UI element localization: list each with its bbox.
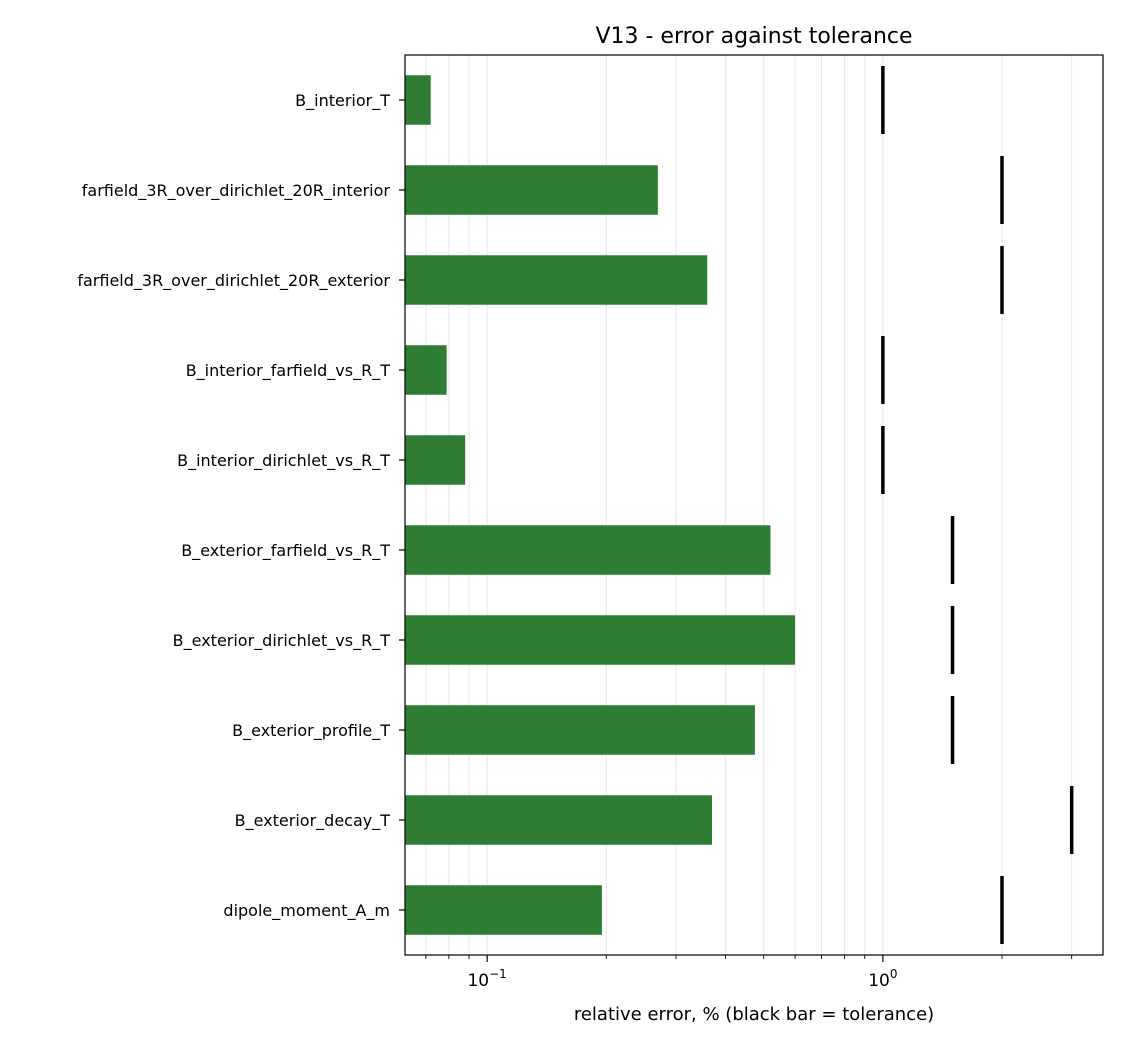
y-axis: B_interior_T farfield_3R_over_dirichlet_2… [77,91,405,921]
y-tick-label-B_exterior_dirichlet_vs_R_T: B_exterior_dirichlet_vs_R_T [173,631,391,651]
y-tick-label-B_exterior_farfield_vs_R_T: B_exterior_farfield_vs_R_T [181,541,390,561]
y-tick-label-dipole_moment_A_m: dipole_moment_A_m [223,901,390,921]
x-tick-label-1: 100 [868,967,897,991]
chart-title: V13 - error against tolerance [595,24,912,49]
y-tick-label-B_interior_farfield_vs_R_T: B_interior_farfield_vs_R_T [186,361,391,381]
bar-B_exterior_decay_T [405,795,712,845]
bar-dipole_moment_A_m [405,885,602,935]
y-tick-label-B_exterior_profile_T: B_exterior_profile_T [232,721,390,741]
x-axis: 10−1 100 [425,955,1073,991]
bar-B_exterior_profile_T [405,705,755,755]
y-tick-label-B_interior_T: B_interior_T [295,91,390,111]
bar-B_exterior_farfield_vs_R_T [405,525,771,575]
plot-frame [404,54,1104,956]
bar-B_interior_dirichlet_vs_R_T [405,435,466,485]
bar-B_interior_T [405,75,431,125]
y-tick-label-farfield_3R_over_dirichlet_20R_interior: farfield_3R_over_dirichlet_20R_interior [82,181,391,201]
x-axis-label: relative error, % (black bar = tolerance… [574,1004,934,1025]
x-tick-label-0: 10−1 [467,967,506,991]
tolerance-markers [881,66,1074,944]
y-tick-label-B_interior_dirichlet_vs_R_T: B_interior_dirichlet_vs_R_T [177,451,390,471]
bar-farfield_3R_over_dirichlet_20R_interior [405,165,658,215]
y-tick-label-B_exterior_decay_T: B_exterior_decay_T [235,811,391,831]
bars [405,75,796,935]
bar-B_interior_farfield_vs_R_T [405,345,447,395]
bar-farfield_3R_over_dirichlet_20R_exterior [405,255,708,305]
y-tick-label-farfield_3R_over_dirichlet_20R_exterior: farfield_3R_over_dirichlet_20R_exterior [77,271,390,291]
bar-B_exterior_dirichlet_vs_R_T [405,615,796,665]
